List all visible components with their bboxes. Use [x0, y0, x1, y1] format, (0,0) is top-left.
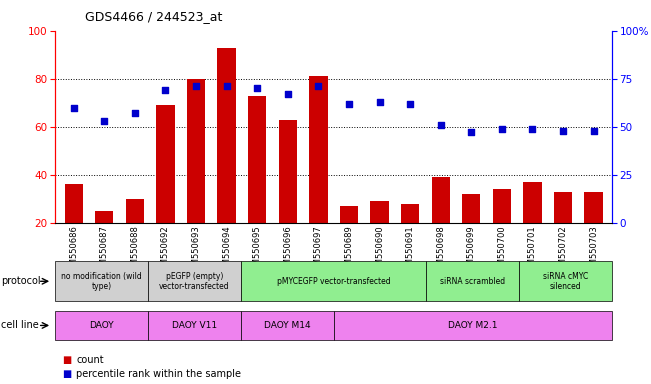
Text: pMYCEGFP vector-transfected: pMYCEGFP vector-transfected — [277, 277, 391, 286]
Text: ■: ■ — [62, 369, 71, 379]
Bar — [95, 211, 113, 271]
Point — [221, 83, 232, 89]
Bar — [493, 189, 511, 271]
Point — [589, 127, 599, 134]
Bar — [370, 201, 389, 271]
Point — [374, 99, 385, 105]
Bar — [279, 119, 297, 271]
Point — [130, 110, 140, 116]
Text: percentile rank within the sample: percentile rank within the sample — [76, 369, 241, 379]
Point — [313, 83, 324, 89]
Text: DAOY V11: DAOY V11 — [172, 321, 217, 330]
Point — [99, 118, 109, 124]
Point — [160, 87, 171, 93]
Text: DAOY M14: DAOY M14 — [264, 321, 311, 330]
Bar — [585, 192, 603, 271]
Point — [527, 126, 538, 132]
Bar — [156, 105, 174, 271]
Bar — [126, 199, 144, 271]
Point — [558, 127, 568, 134]
Bar — [462, 194, 480, 271]
Point — [283, 91, 293, 97]
Bar — [554, 192, 572, 271]
Bar — [309, 76, 327, 271]
Point — [68, 104, 79, 111]
Point — [252, 85, 262, 91]
Bar — [187, 79, 205, 271]
Text: DAOY: DAOY — [89, 321, 114, 330]
Text: DAOY M2.1: DAOY M2.1 — [448, 321, 497, 330]
Text: cell line: cell line — [1, 320, 39, 331]
Point — [405, 101, 415, 107]
Bar — [340, 206, 358, 271]
Bar — [401, 204, 419, 271]
Point — [436, 122, 446, 128]
Bar — [217, 48, 236, 271]
Point — [497, 126, 507, 132]
Bar — [432, 177, 450, 271]
Bar — [64, 184, 83, 271]
Bar — [523, 182, 542, 271]
Point — [191, 83, 201, 89]
Text: ■: ■ — [62, 355, 71, 365]
Point — [466, 129, 477, 136]
Bar — [248, 96, 266, 271]
Text: pEGFP (empty)
vector-transfected: pEGFP (empty) vector-transfected — [159, 271, 230, 291]
Text: no modification (wild
type): no modification (wild type) — [61, 271, 142, 291]
Point — [344, 101, 354, 107]
Text: protocol: protocol — [1, 276, 41, 286]
Text: siRNA cMYC
silenced: siRNA cMYC silenced — [543, 271, 589, 291]
Text: count: count — [76, 355, 104, 365]
Text: siRNA scrambled: siRNA scrambled — [440, 277, 505, 286]
Text: GDS4466 / 244523_at: GDS4466 / 244523_at — [85, 10, 222, 23]
